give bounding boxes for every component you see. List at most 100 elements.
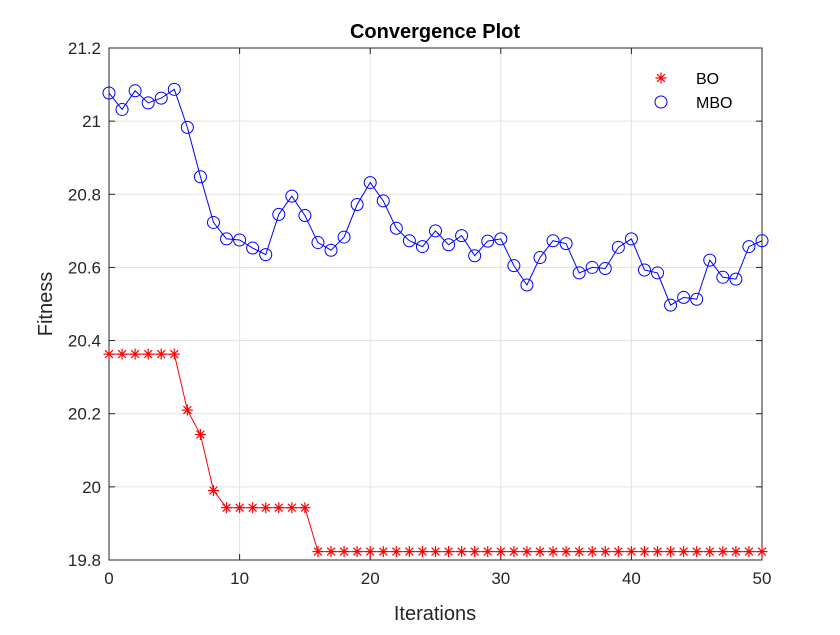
x-tick-label: 0 [104,569,113,588]
data-point-bo [377,546,389,558]
legend-label-bo: BO [696,71,719,88]
data-point-bo [612,546,624,558]
x-tick-label: 30 [491,569,510,588]
data-point-mbo [585,260,599,274]
data-point-mbo [220,232,234,246]
data-point-mbo [442,238,456,252]
legend-label-mbo: MBO [696,95,732,112]
legend-symbol-bo [655,72,667,84]
data-point-mbo [128,84,142,98]
data-point-mbo [611,240,625,254]
x-tick-label: 50 [753,569,772,588]
data-point-mbo [246,241,260,255]
data-point-bo [652,546,664,558]
x-tick-label: 10 [230,569,249,588]
data-point-bo [586,546,598,558]
data-point-mbo [115,102,129,116]
data-point-bo [194,429,206,441]
data-point-bo [403,546,415,558]
data-point-bo [312,546,324,558]
data-point-bo [743,546,755,558]
y-axis-label: Fitness [35,272,57,336]
data-point-bo [756,546,768,558]
data-point-bo [207,485,219,497]
data-point-mbo [546,234,560,248]
data-point-bo [547,546,559,558]
y-tick-label: 21.2 [68,39,101,58]
data-point-bo [730,546,742,558]
data-point-mbo [481,234,495,248]
data-point-mbo [651,266,665,280]
data-point-bo [299,502,311,514]
data-point-mbo [193,170,207,184]
data-point-mbo [755,234,769,248]
data-point-mbo [324,243,338,257]
data-point-bo [573,546,585,558]
data-point-bo [155,348,167,360]
data-point-bo [691,546,703,558]
data-point-bo [704,546,716,558]
data-point-bo [181,404,193,416]
data-point-mbo [677,290,691,304]
data-point-bo [103,348,115,360]
data-point-bo [416,546,428,558]
legend-symbol-mbo [654,95,668,109]
data-point-bo [521,546,533,558]
data-point-bo [260,502,272,514]
legend-marker-mbo [654,95,668,109]
data-point-mbo [298,208,312,222]
data-point-bo [482,546,494,558]
x-tick-label: 40 [622,569,641,588]
data-point-bo [390,546,402,558]
data-point-bo [338,546,350,558]
data-point-mbo [742,240,756,254]
data-point-bo [351,546,363,558]
data-point-mbo [102,86,116,100]
y-tick-label: 20.4 [68,332,101,351]
y-tick-label: 20.8 [68,185,101,204]
data-point-mbo [206,215,220,229]
data-point-bo [325,546,337,558]
data-point-mbo [664,298,678,312]
data-point-mbo [311,236,325,250]
data-point-bo [717,546,729,558]
data-point-mbo [520,278,534,292]
y-tick-label: 21 [82,112,101,131]
legend-box [634,62,752,118]
data-point-mbo [141,96,155,110]
data-point-bo [247,502,259,514]
y-tick-label: 20 [82,478,101,497]
data-point-mbo [415,240,429,254]
x-tick-label: 20 [361,569,380,588]
data-point-bo [286,502,298,514]
data-point-bo [678,546,690,558]
data-point-bo [364,546,376,558]
y-tick-label: 20.6 [68,258,101,277]
data-point-mbo [376,194,390,208]
data-point-mbo [350,198,364,212]
data-point-bo [665,546,677,558]
data-point-bo [116,348,128,360]
data-point-mbo [363,176,377,190]
data-point-mbo [533,251,547,265]
plot-area: 0 10 20 30 40 50 19.8 20 20.2 20.4 20.6 20.8 21 21.2 [68,39,772,588]
data-point-bo [456,546,468,558]
data-point-bo [430,546,441,558]
data-point-bo [534,546,546,558]
data-point-mbo [285,189,299,203]
legend: BO MBO [634,62,752,118]
data-point-mbo [690,292,704,306]
data-point-bo [234,502,246,514]
data-point-mbo [154,91,168,105]
data-point-mbo [337,230,351,244]
data-point-mbo [468,249,482,263]
data-point-mbo [624,232,638,246]
x-axis-label: Iterations [394,603,476,625]
data-point-mbo [259,248,273,262]
data-point-bo [443,546,455,558]
y-tick-label: 19.8 [68,551,101,570]
data-point-bo [469,546,481,558]
data-point-mbo [180,120,194,134]
data-point-mbo [559,237,573,251]
